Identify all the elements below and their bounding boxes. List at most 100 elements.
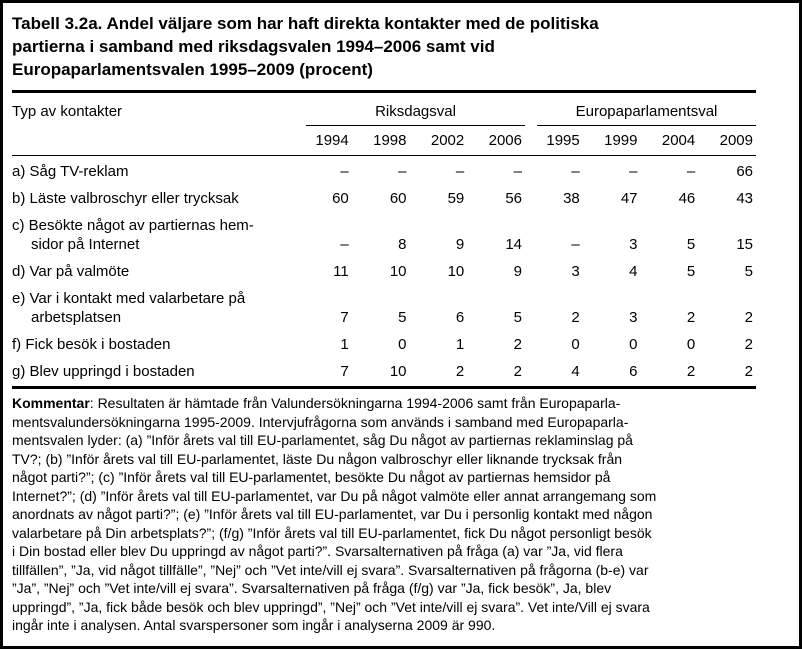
value-cell: 1	[455, 336, 465, 353]
value-cell: 0	[398, 336, 407, 353]
table-row: e) Var i kontakt med valarbetare på arbet…	[12, 286, 756, 332]
value-cell: –	[340, 163, 349, 180]
comment-line: ”Ja”, ”Nej” och ”Vet inte/vill ej svara”…	[12, 580, 612, 596]
value-cell: 4	[629, 263, 638, 280]
data-table: Typ av kontakter Riksdagsval Europaparla…	[12, 93, 756, 386]
value-cell: 6	[629, 363, 638, 380]
table-header: Typ av kontakter Riksdagsval Europaparla…	[12, 93, 756, 156]
year-header: 1995	[525, 126, 583, 156]
value-cell: 2	[686, 363, 696, 380]
comment-line: uppringd”, ”Ja, fick både besök och blev…	[12, 598, 650, 615]
value-cell: 43	[736, 190, 753, 207]
group-label-europaparlamentsval: Europaparlamentsval	[537, 103, 756, 126]
value-cell: 3	[571, 263, 580, 280]
value-cell: 2	[744, 309, 753, 326]
row-label: f) Fick besök i bostaden	[12, 336, 171, 353]
value-cell: 9	[513, 263, 522, 280]
value-cell: 1	[340, 336, 349, 353]
table-title: Tabell 3.2a. Andel väljare som har haft …	[12, 12, 791, 81]
year-header: 2002	[409, 126, 468, 156]
value-cell: 14	[505, 236, 522, 253]
year-header: 1999	[582, 126, 641, 156]
comment-label: Kommentar	[12, 395, 90, 411]
title-line: Europaparlamentsvalen 1995–2009 (procent…	[12, 60, 373, 79]
value-cell: 10	[447, 263, 465, 280]
value-cell: 47	[620, 190, 638, 207]
table-row: b) Läste valbroschyr eller trycksak 60 60 5…	[12, 186, 756, 213]
comment-line: mentsvalen lyder: (a) ”Inför årets val t…	[12, 432, 633, 448]
row-label: d) Var på valmöte	[12, 263, 130, 280]
value-cell: 15	[736, 236, 753, 253]
row-label: c) Besökte något av partiernas hem-sidor…	[12, 217, 254, 253]
year-header: 2009	[698, 126, 756, 156]
title-line: partierna i samband med riksdagsvalen 19…	[12, 37, 495, 56]
year-header: 2006	[467, 126, 525, 156]
comment-paragraph: Kommentar: Resultaten är hämtade från Va…	[12, 394, 798, 635]
table-row: g) Blev uppringd i bostaden 7 10 2 2 4 6 2 2	[12, 359, 756, 386]
table-row: d) Var på valmöte 11 10 10 9 3 4 5 5	[12, 259, 756, 286]
year-header: 1998	[351, 126, 410, 156]
value-cell: –	[455, 163, 465, 180]
value-cell: –	[513, 163, 522, 180]
value-cell: 38	[563, 190, 580, 207]
value-cell: 2	[455, 363, 465, 380]
comment-rule	[12, 386, 756, 389]
table-row: c) Besökte något av partiernas hem-sidor…	[12, 213, 756, 259]
group-header-riksdagsval: Riksdagsval	[294, 93, 525, 126]
value-cell: 0	[571, 336, 580, 353]
value-cell: 5	[398, 309, 407, 326]
comment-line: TV?; (b) ”Inför årets val till EU-parlam…	[12, 450, 623, 467]
value-cell: 2	[744, 336, 753, 353]
comment-line: anordnats av något parti?”; (e) ”Inför å…	[12, 506, 653, 522]
value-cell: 9	[455, 236, 465, 253]
value-cell: 56	[505, 190, 522, 207]
group-header-row: Typ av kontakter Riksdagsval Europaparla…	[12, 93, 756, 156]
value-cell: 5	[686, 236, 696, 253]
row-label: b) Läste valbroschyr eller trycksak	[12, 190, 239, 207]
value-cell: 3	[629, 309, 638, 326]
value-cell: 4	[571, 363, 580, 380]
comment-line: Kommentar: Resultaten är hämtade från Va…	[12, 395, 621, 411]
value-cell: 7	[340, 309, 349, 326]
row-label: a) Såg TV-reklam	[12, 163, 129, 180]
value-cell: 7	[340, 363, 349, 380]
row-label: e) Var i kontakt med valarbetare på arbet…	[12, 290, 246, 326]
value-cell: 11	[333, 263, 349, 280]
value-cell: 10	[389, 363, 407, 380]
value-cell: 2	[686, 309, 696, 326]
comment-line: något parti?”; (c) ”Inför årets val till…	[12, 469, 611, 485]
value-cell: 5	[744, 263, 753, 280]
value-cell: 0	[629, 336, 638, 353]
value-cell: –	[571, 236, 580, 253]
comment-line: mentsvalundersökningarna 1995-2009. Inte…	[12, 413, 629, 430]
value-cell: –	[340, 236, 349, 253]
group-label-riksdagsval: Riksdagsval	[306, 103, 525, 126]
title-rule	[12, 90, 756, 93]
table-row: f) Fick besök i bostaden 1 0 1 2 0 0 0 2	[12, 332, 756, 359]
value-cell: 60	[332, 190, 349, 207]
row-label: g) Blev uppringd i bostaden	[12, 363, 195, 380]
value-cell: 2	[744, 363, 753, 380]
value-cell: 2	[513, 363, 522, 380]
value-cell: –	[571, 163, 580, 180]
comment-line: tillfällen”, ”Ja, vid något tillfälle”, …	[12, 561, 649, 578]
comment-line: valarbetare på Din arbetsplats?”; (f/g) …	[12, 524, 652, 541]
value-cell: –	[629, 163, 638, 180]
value-cell: 0	[686, 336, 696, 353]
value-cell: 46	[678, 190, 696, 207]
value-cell: 6	[455, 309, 465, 326]
value-cell: –	[686, 163, 696, 180]
column-header-typ-av-kontakter: Typ av kontakter	[12, 93, 294, 156]
comment-line: i Din bostad eller blev Du uppringd av n…	[12, 543, 623, 559]
value-cell: 2	[513, 336, 522, 353]
value-cell: 8	[398, 236, 407, 253]
value-cell: 5	[686, 263, 696, 280]
value-cell: 59	[447, 190, 465, 207]
year-header: 1994	[294, 126, 352, 156]
value-cell: –	[398, 163, 407, 180]
group-header-europaparlamentsval: Europaparlamentsval	[525, 93, 756, 126]
value-cell: 2	[571, 309, 580, 326]
table-row: a) Såg TV-reklam – – – – – – – 66	[12, 156, 756, 187]
value-cell: 10	[389, 263, 407, 280]
